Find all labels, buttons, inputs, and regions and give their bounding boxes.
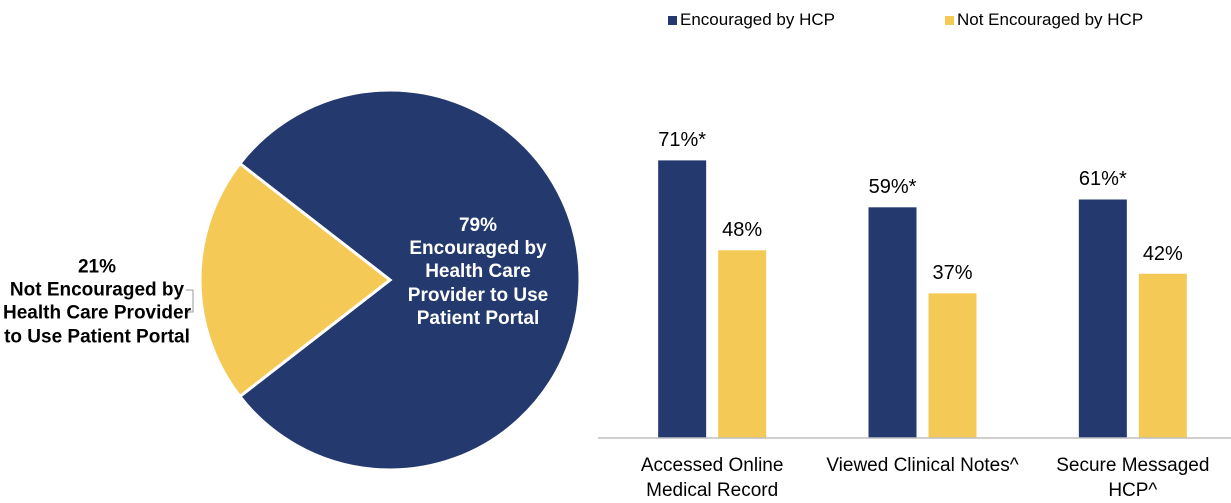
pie-label: 79% Encouraged by Health Care Provider to… bbox=[393, 214, 563, 330]
pie-slice bbox=[198, 161, 393, 399]
bar-value-label: 42% bbox=[1142, 242, 1183, 265]
bar-value-label: 48% bbox=[722, 219, 763, 242]
legend-item: Encouraged by HCP bbox=[668, 10, 835, 30]
pie-label: 21% Not Encouraged by Health Care Provide… bbox=[2, 256, 192, 349]
legend-label: Not Encouraged by HCP bbox=[957, 10, 1144, 29]
legend-label: Encouraged by HCP bbox=[680, 10, 835, 29]
legend-swatch bbox=[945, 15, 954, 25]
x-tick-label: Secure Messaged HCP^ bbox=[1056, 455, 1210, 501]
pie-value-label: 21% bbox=[77, 256, 117, 278]
pie-slice bbox=[237, 88, 582, 472]
bar bbox=[658, 160, 707, 438]
x-tick-label: Viewed Clinical Notes^ bbox=[826, 455, 1019, 476]
bar-value-label: 61%* bbox=[1078, 168, 1127, 191]
bar bbox=[1138, 273, 1187, 438]
leader-line bbox=[186, 289, 194, 313]
legend-item: Not Encouraged by HCP bbox=[945, 10, 1143, 30]
bar bbox=[718, 250, 767, 438]
legend-swatch bbox=[668, 15, 677, 25]
bar bbox=[868, 207, 917, 438]
bar bbox=[1078, 199, 1127, 438]
bar-value-label: 71%* bbox=[658, 129, 707, 152]
pie-category-label: Encouraged by Health Care Provider to Us… bbox=[407, 238, 549, 329]
bar bbox=[928, 293, 977, 438]
bar-value-label: 37% bbox=[932, 262, 973, 285]
bar-value-label: 59%* bbox=[868, 176, 917, 199]
pie-value-label: 79% bbox=[458, 215, 498, 237]
pie-category-label: Not Encouraged by Health Care Provider t… bbox=[3, 279, 191, 348]
x-tick-label: Accessed Online Medical Record bbox=[640, 455, 784, 501]
